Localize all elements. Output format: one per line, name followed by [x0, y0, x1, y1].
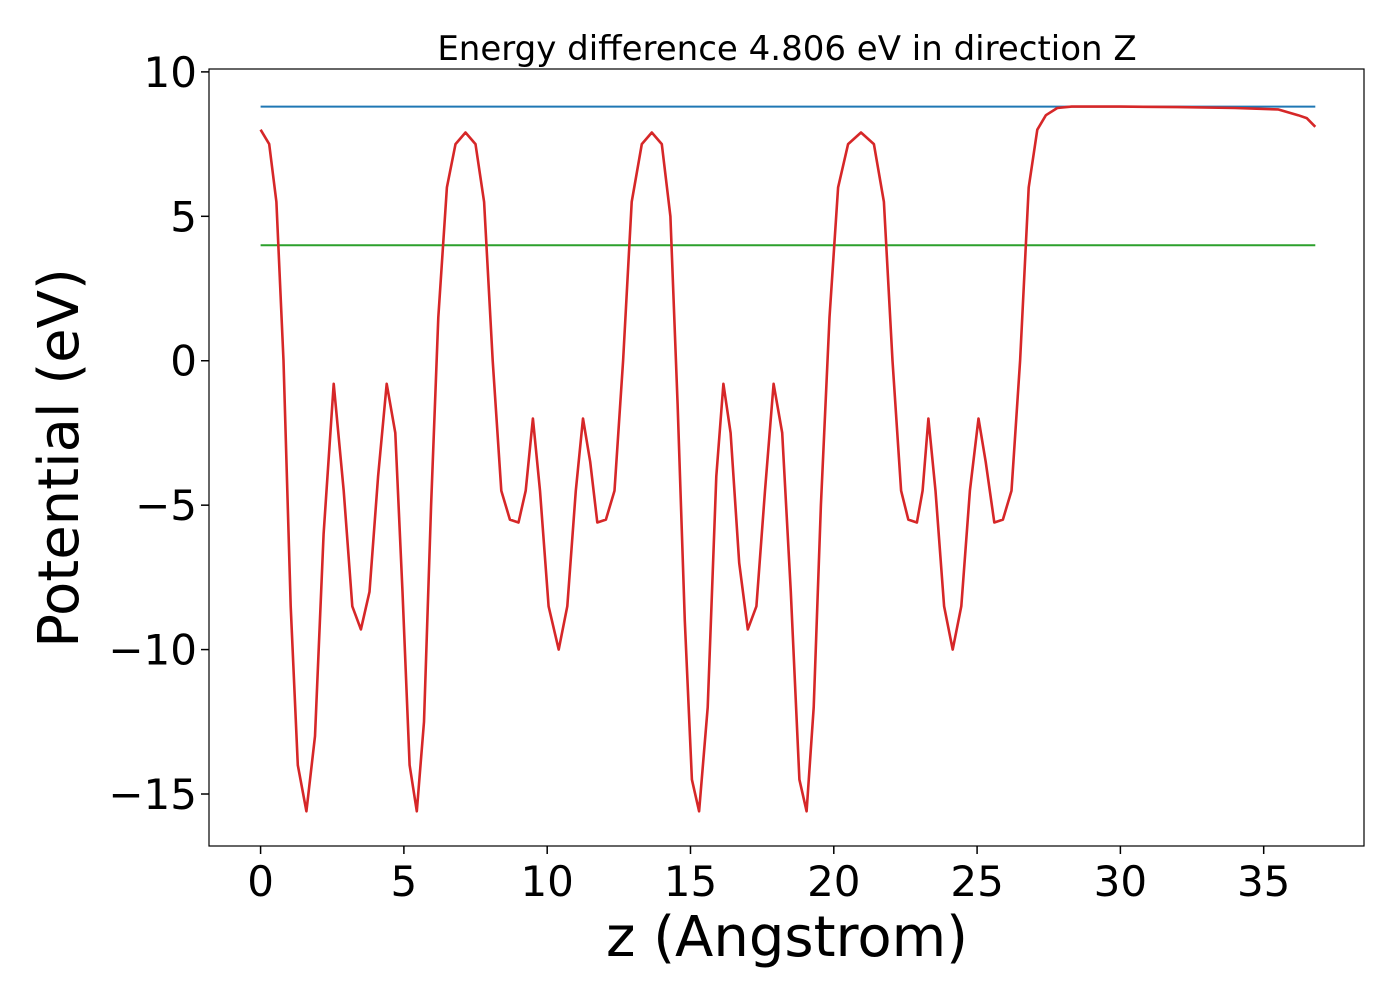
x-tick-label: 0: [247, 857, 274, 906]
y-tick-label: 0: [170, 337, 197, 386]
plot-area: [259, 105, 1317, 813]
y-tick-label: 5: [170, 192, 197, 241]
x-tick-label: 20: [807, 857, 860, 906]
x-tick-label: 35: [1237, 857, 1290, 906]
y-tick-label: −15: [108, 770, 197, 819]
y-tick-label: −10: [108, 626, 197, 675]
y-tick-label: −5: [135, 481, 197, 530]
x-tick-label: 15: [664, 857, 717, 906]
x-axis-label: z (Angstrom): [606, 905, 968, 970]
series-line-2: [259, 105, 1317, 813]
x-tick-label: 5: [391, 857, 418, 906]
chart-title: Energy difference 4.806 eV in direction …: [437, 29, 1136, 69]
x-tick-label: 30: [1094, 857, 1147, 906]
x-axis: 0 5 10 15 20 25 30 35: [247, 846, 1290, 906]
y-axis-label: Potential (eV): [27, 268, 92, 648]
y-axis: 10 5 0 −5 −10 −15: [108, 48, 209, 819]
plot-frame: [208, 68, 1365, 847]
x-tick-label: 10: [520, 857, 573, 906]
y-tick-label: 10: [144, 48, 197, 97]
x-tick-label: 25: [950, 857, 1003, 906]
